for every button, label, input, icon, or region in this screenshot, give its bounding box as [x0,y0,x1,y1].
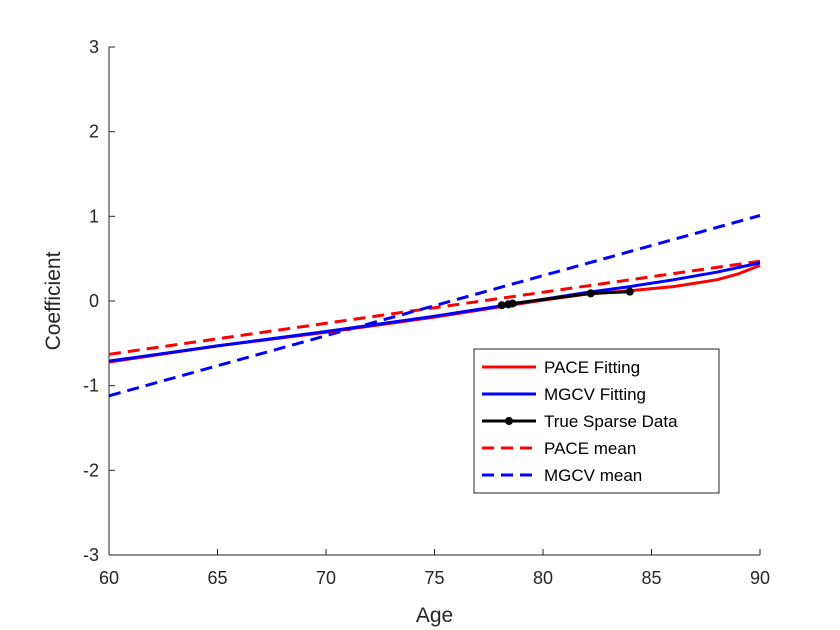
legend-label-true-sparse-data: True Sparse Data [544,412,678,431]
y-tick-label: 1 [89,206,99,226]
legend-marker-true-sparse-data [505,417,513,425]
legend-label-mgcv-fitting: MGCV Fitting [544,385,646,404]
x-axis-ticks: 60 65 70 75 80 85 90 [99,549,770,588]
true-sparse-data-point [625,287,634,296]
plot-area: 60 65 70 75 80 85 90 -3 -2 -1 0 1 2 3 [83,37,770,588]
y-tick-label: 2 [89,122,99,142]
legend: PACE Fitting MGCV Fitting True Sparse Data… [473,348,720,494]
y-tick-label: -1 [83,376,99,396]
mgcv-mean-line [108,214,761,398]
x-tick-label: 60 [99,568,119,588]
true-sparse-data-point [586,289,595,298]
x-tick-label: 75 [424,568,444,588]
y-tick-label: -3 [83,545,99,565]
series-layer [108,214,761,398]
true-sparse-data-point [497,301,506,310]
y-tick-label: -2 [83,460,99,480]
y-axis-ticks: -3 -2 -1 0 1 2 3 [83,37,115,565]
true-sparse-data-point [508,299,517,308]
y-axis-title: Coefficient [42,251,65,350]
x-tick-label: 70 [316,568,336,588]
x-tick-label: 85 [641,568,661,588]
x-tick-label: 90 [750,568,770,588]
pace-mean-line [108,259,761,356]
x-tick-label: 80 [533,568,553,588]
legend-label-mgcv-mean: MGCV mean [544,466,642,485]
legend-label-pace-fitting: PACE Fitting [544,358,640,377]
y-tick-label: 0 [89,291,99,311]
x-tick-label: 65 [207,568,227,588]
legend-label-pace-mean: PACE mean [544,439,636,458]
x-axis-title: Age [416,604,453,627]
y-tick-label: 3 [89,37,99,57]
